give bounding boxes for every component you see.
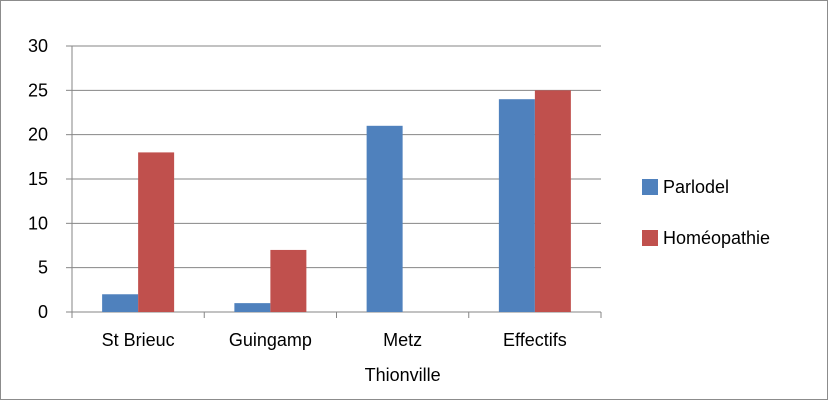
legend-label-1: Homéopathie — [663, 228, 770, 248]
y-tick-labels: 0 5 10 15 20 25 30 — [28, 36, 48, 322]
legend-label-0: Parlodel — [663, 177, 729, 197]
bar-parlodel-3 — [498, 99, 535, 312]
y-tick-label: 0 — [38, 302, 48, 322]
x-tick-label: Guingamp — [229, 330, 312, 350]
bar-parlodel-1 — [234, 303, 271, 312]
legend-swatch-0 — [642, 179, 658, 195]
y-tick-label: 30 — [28, 36, 48, 56]
x-tick-label: Thionville — [365, 365, 441, 385]
x-tick-labels: St Brieuc Guingamp Metz Thionville Effectifs — [102, 330, 567, 385]
y-tick-label: 15 — [28, 169, 48, 189]
x-tick-label: Metz — [383, 330, 422, 350]
bar-parlodel-2 — [366, 125, 403, 312]
x-tick-label: St Brieuc — [102, 330, 175, 350]
bar-parlodel-0 — [102, 294, 139, 312]
y-tick-label: 25 — [28, 80, 48, 100]
x-tick-label: Effectifs — [503, 330, 567, 350]
bar-hom-opathie-3 — [534, 90, 571, 312]
y-tick-label: 10 — [28, 213, 48, 233]
bar-hom-opathie-1 — [270, 249, 307, 312]
y-tick-label: 20 — [28, 125, 48, 145]
bar-hom-opathie-0 — [138, 152, 175, 312]
legend: Parlodel Homéopathie — [642, 177, 770, 248]
bars — [102, 90, 571, 312]
legend-swatch-1 — [642, 230, 658, 246]
y-tick-label: 5 — [38, 258, 48, 278]
